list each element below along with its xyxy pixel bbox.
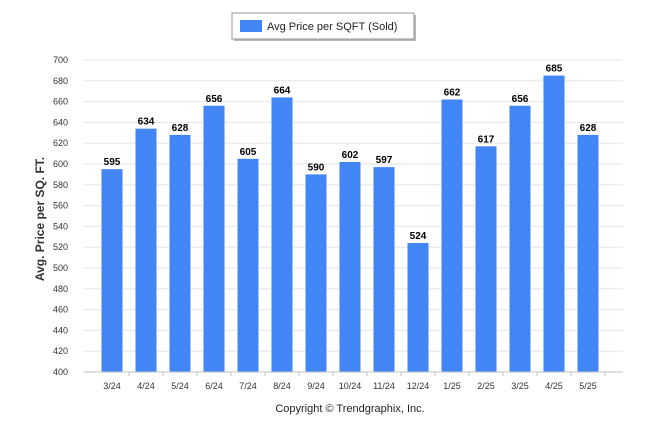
bar-1-25[interactable] xyxy=(441,99,463,373)
data-label: 634 xyxy=(138,117,155,128)
y-tick-label: 560 xyxy=(53,201,68,211)
y-tick-label: 700 xyxy=(53,55,68,65)
x-tick-label: 3/24 xyxy=(103,381,121,391)
x-tick-label: 4/25 xyxy=(545,381,563,391)
y-axis-title: Avg. Price per SQ. FT. xyxy=(33,157,47,281)
data-label: 595 xyxy=(104,157,121,168)
data-label: 602 xyxy=(342,150,359,161)
data-label: 605 xyxy=(240,147,257,158)
bar-3-24[interactable] xyxy=(101,169,123,372)
y-tick-label: 680 xyxy=(53,76,68,86)
data-labels: 595 634 628 656 605 664 590 602 597 524 662 617 656 6… xyxy=(104,64,597,242)
data-label: 628 xyxy=(580,123,597,134)
data-label: 628 xyxy=(172,123,189,134)
bar-10-24[interactable] xyxy=(339,161,361,372)
bar-3-25[interactable] xyxy=(509,105,531,372)
data-label: 662 xyxy=(444,88,461,99)
bar-6-24[interactable] xyxy=(203,105,225,372)
y-tick-label: 600 xyxy=(53,159,68,169)
x-tick-label: 2/25 xyxy=(477,381,495,391)
x-tick-label: 11/24 xyxy=(373,381,395,391)
legend-label: Avg Price per SQFT (Sold) xyxy=(267,21,397,33)
y-tick-label: 540 xyxy=(53,221,68,231)
bar-8-24[interactable] xyxy=(271,97,293,372)
y-axis-ticks: 400 420 440 460 480 500 520 540 560 580 600 620 640 6… xyxy=(53,55,68,377)
y-tick-label: 400 xyxy=(53,367,68,377)
y-tick-label: 580 xyxy=(53,180,68,190)
x-tick-label: 8/24 xyxy=(273,381,291,391)
y-tick-label: 440 xyxy=(53,325,68,335)
data-label: 656 xyxy=(512,94,529,105)
data-label: 597 xyxy=(376,155,393,166)
y-tick-label: 420 xyxy=(53,346,68,356)
y-tick-label: 660 xyxy=(53,97,68,107)
x-tick-label: 1/25 xyxy=(443,381,461,391)
x-tick-label: 5/25 xyxy=(579,381,597,391)
data-label: 664 xyxy=(274,85,291,96)
y-tick-label: 640 xyxy=(53,117,68,127)
bar-11-24[interactable] xyxy=(373,167,395,372)
data-label: 656 xyxy=(206,94,223,105)
y-tick-label: 520 xyxy=(53,242,68,252)
bar-4-25[interactable] xyxy=(543,75,565,372)
y-tick-label: 480 xyxy=(53,284,68,294)
bar-12-24[interactable] xyxy=(407,243,429,372)
y-tick-label: 620 xyxy=(53,138,68,148)
bar-9-24[interactable] xyxy=(305,174,327,372)
x-tick-label: 6/24 xyxy=(205,381,223,391)
data-label: 524 xyxy=(410,231,427,242)
copyright-text: Copyright © Trendgraphix, Inc. xyxy=(275,403,424,415)
bar-4-24[interactable] xyxy=(135,128,157,372)
x-tick-label: 5/24 xyxy=(171,381,189,391)
bar-7-24[interactable] xyxy=(237,158,259,372)
bars xyxy=(101,75,599,373)
y-tick-label: 500 xyxy=(53,263,68,273)
data-label: 617 xyxy=(478,134,495,145)
legend-swatch xyxy=(240,20,262,32)
data-label: 590 xyxy=(308,162,325,173)
x-axis-ticks: 3/24 4/24 5/24 6/24 7/24 8/24 9/24 10/24 11/24 12… xyxy=(103,372,606,391)
x-tick-label: 7/24 xyxy=(239,381,257,391)
x-tick-label: 4/24 xyxy=(137,381,155,391)
bar-2-25[interactable] xyxy=(475,146,497,372)
bar-5-25[interactable] xyxy=(577,134,599,372)
x-tick-label: 12/24 xyxy=(407,381,430,391)
data-label: 685 xyxy=(546,64,563,75)
legend[interactable]: Avg Price per SQFT (Sold) xyxy=(231,12,416,41)
x-tick-label: 9/24 xyxy=(307,381,325,391)
bar-5-24[interactable] xyxy=(169,134,191,372)
x-tick-label: 10/24 xyxy=(339,381,362,391)
legend-box xyxy=(231,12,415,40)
y-tick-label: 460 xyxy=(53,305,68,315)
x-tick-label: 3/25 xyxy=(511,381,529,391)
